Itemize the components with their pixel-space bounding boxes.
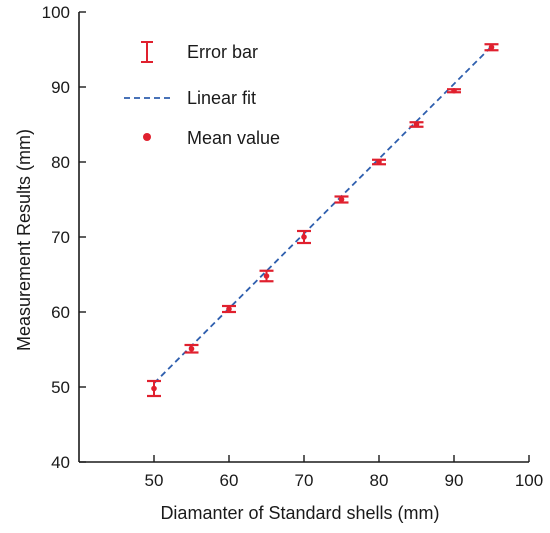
data-point-group: [147, 379, 161, 398]
mean-value-point: [263, 273, 270, 279]
legend: Error bar Linear fit Mean value: [124, 41, 280, 148]
data-point-group: [334, 195, 349, 204]
legend-label-linear-fit: Linear fit: [187, 88, 256, 108]
x-tick-label: 70: [295, 471, 314, 490]
mean-value-point: [188, 345, 195, 352]
y-tick-label: 70: [51, 228, 70, 247]
y-tick-label: 90: [51, 78, 70, 97]
x-tick-label: 100: [515, 471, 543, 490]
y-tick-label: 80: [51, 153, 70, 172]
mean-value-point: [488, 44, 495, 51]
legend-dot-symbol: [143, 133, 151, 141]
x-tick-label: 60: [220, 471, 239, 490]
y-axis-label: Measurement Results (mm): [14, 129, 34, 351]
data-marks: [147, 43, 499, 398]
mean-value-point: [413, 121, 420, 128]
data-point-group: [222, 304, 236, 314]
y-tick-label: 40: [51, 453, 70, 472]
data-point-group: [484, 43, 499, 52]
mean-value-point: [151, 385, 157, 392]
legend-label-error-bar: Error bar: [187, 42, 258, 62]
mean-value-point: [376, 159, 382, 165]
y-tick-label: 100: [42, 3, 70, 22]
legend-errorbar-symbol: [141, 41, 153, 63]
data-point-group: [447, 87, 461, 94]
mean-value-point: [226, 306, 232, 312]
x-tick-label: 90: [445, 471, 464, 490]
axis-ticks: 50 60 70 80 90 100 40 50 60 70 80 90 100: [42, 3, 544, 490]
data-point-group: [297, 229, 311, 245]
mean-value-point: [338, 196, 345, 203]
data-point-group: [409, 121, 424, 128]
mean-value-point: [301, 234, 307, 240]
x-tick-label: 80: [370, 471, 389, 490]
y-tick-label: 60: [51, 303, 70, 322]
legend-label-mean-value: Mean value: [187, 128, 280, 148]
mean-value-point: [451, 87, 457, 94]
data-point-group: [259, 269, 274, 283]
x-tick-label: 50: [145, 471, 164, 490]
data-point-group: [372, 158, 386, 166]
x-axis-label: Diamanter of Standard shells (mm): [160, 503, 439, 523]
data-point-group: [184, 343, 199, 354]
y-tick-label: 50: [51, 378, 70, 397]
